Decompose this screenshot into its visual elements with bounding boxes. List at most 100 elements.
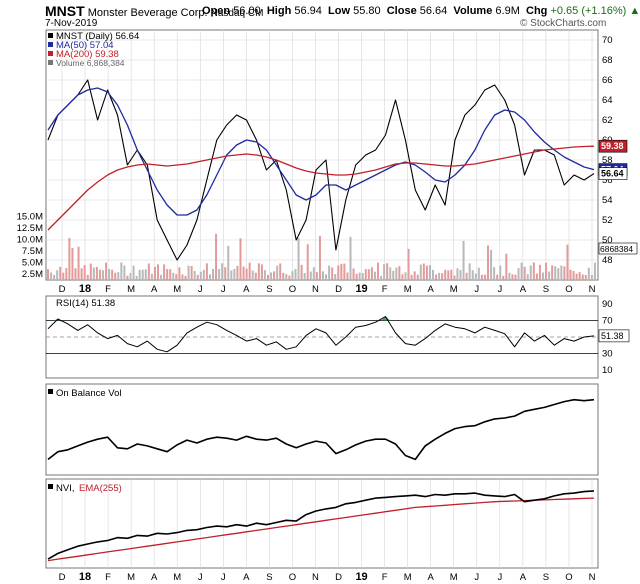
volume-bar (352, 268, 355, 280)
volume-bar (334, 274, 337, 280)
chart-header: MNST Monster Beverage Corp. Nasdaq CM (45, 3, 263, 19)
price-month-label: N (589, 284, 596, 295)
volume-bar (404, 272, 407, 280)
volume-tick-label: 10.0M (17, 235, 43, 246)
nvi-month-label: O (289, 572, 296, 583)
nvi-month-label: M (404, 572, 412, 583)
volume-bar (502, 275, 505, 280)
volume-bar (108, 269, 111, 280)
volume-bar (343, 263, 346, 280)
price-legend-swatch (48, 51, 53, 56)
price-legend-text: MNST (Daily) 56.64 (56, 31, 139, 42)
volume-bar (205, 263, 208, 280)
volume-bar (291, 271, 294, 280)
volume-bar (135, 275, 138, 280)
volume-bar (297, 237, 300, 280)
volume-bar (233, 268, 236, 280)
price-tick-label: 64 (602, 95, 613, 106)
rsi-tick-label: 10 (602, 365, 613, 376)
price-month-label: M (173, 284, 181, 295)
nvi-month-label: J (474, 572, 479, 583)
volume-bar (105, 262, 108, 280)
rsi-last-value-tag (598, 329, 630, 343)
rsi-last-value: 51.38 (601, 331, 624, 341)
volume-bar (322, 271, 324, 280)
nvi-month-label: S (266, 572, 272, 583)
volume-bar (187, 265, 190, 280)
low-value: 55.80 (353, 5, 381, 17)
volume-tick-label: 12.5M (17, 223, 43, 234)
volume-bar (227, 245, 230, 280)
volume-bar (68, 237, 71, 280)
volume-last-value: 6868384 (600, 244, 633, 254)
volume-bar (508, 272, 511, 280)
price-month-label: A (243, 284, 250, 295)
nvi-month-label: F (105, 572, 111, 583)
obv-legend-text: On Balance Vol (56, 388, 122, 399)
nvi-month-label: F (382, 572, 388, 583)
volume-bar (111, 269, 114, 280)
volume-bar (92, 267, 95, 280)
open-label: Open (202, 5, 231, 17)
volume-bar (432, 269, 434, 280)
volume-bar (178, 267, 181, 280)
volume-bar (462, 240, 465, 280)
volume-bar (548, 271, 551, 280)
price-month-label: F (105, 284, 111, 295)
volume-bar (468, 263, 471, 280)
volume-bar (337, 265, 340, 280)
volume-bar (132, 265, 135, 280)
high-label: High (266, 5, 292, 17)
volume-bar (190, 265, 193, 280)
volume-bar (563, 266, 566, 280)
volume-bar (557, 268, 560, 280)
volume-bar (370, 267, 373, 280)
volume-bar (380, 275, 383, 280)
volume-bar (303, 273, 306, 280)
volume-bar (117, 272, 120, 280)
volume-bar (435, 274, 438, 280)
nvi-ema-line (47, 497, 595, 562)
price-month-label: M (404, 284, 412, 295)
volume-bar (239, 238, 242, 280)
volume-bar (138, 269, 141, 280)
volume-bar (123, 265, 126, 280)
nvi-month-label: J (198, 572, 203, 583)
volume-bar (86, 274, 89, 280)
price-last-value-tag (598, 167, 628, 180)
volume-tick-label: 7.5M (22, 246, 43, 257)
volume-bar (221, 263, 224, 280)
volume-bar (542, 272, 544, 280)
price-month-label: 19 (355, 283, 367, 295)
volume-bar (53, 274, 56, 280)
volume-bar (444, 269, 447, 280)
volume-last-value-tag (598, 242, 638, 255)
volume-bar (383, 264, 386, 280)
volume-bar (300, 264, 303, 280)
volume-bar (144, 269, 147, 280)
ticker-symbol: MNST (45, 3, 85, 19)
company-name: Monster Beverage Corp. (87, 7, 208, 19)
volume-bar (499, 265, 502, 280)
volume-bar (147, 263, 150, 280)
volume-bar (153, 266, 156, 280)
volume-bar (526, 274, 529, 280)
volume-bar (551, 265, 554, 280)
volume-bar (358, 272, 361, 280)
volume-bar (202, 269, 205, 280)
volume-bar (554, 266, 557, 280)
price-last-value-tag (598, 139, 628, 153)
volume-bar (487, 245, 489, 280)
volume-bar (254, 272, 257, 280)
volume-bar (260, 264, 263, 280)
volume-bar (208, 274, 211, 280)
volume-bar (361, 272, 364, 280)
volume-bar (566, 244, 569, 280)
volume-bar (270, 272, 273, 280)
volume-bar (59, 266, 62, 280)
volume-bar (285, 274, 288, 280)
price-month-label: S (266, 284, 272, 295)
volume-bar (184, 275, 187, 280)
volume-bar (535, 273, 538, 280)
